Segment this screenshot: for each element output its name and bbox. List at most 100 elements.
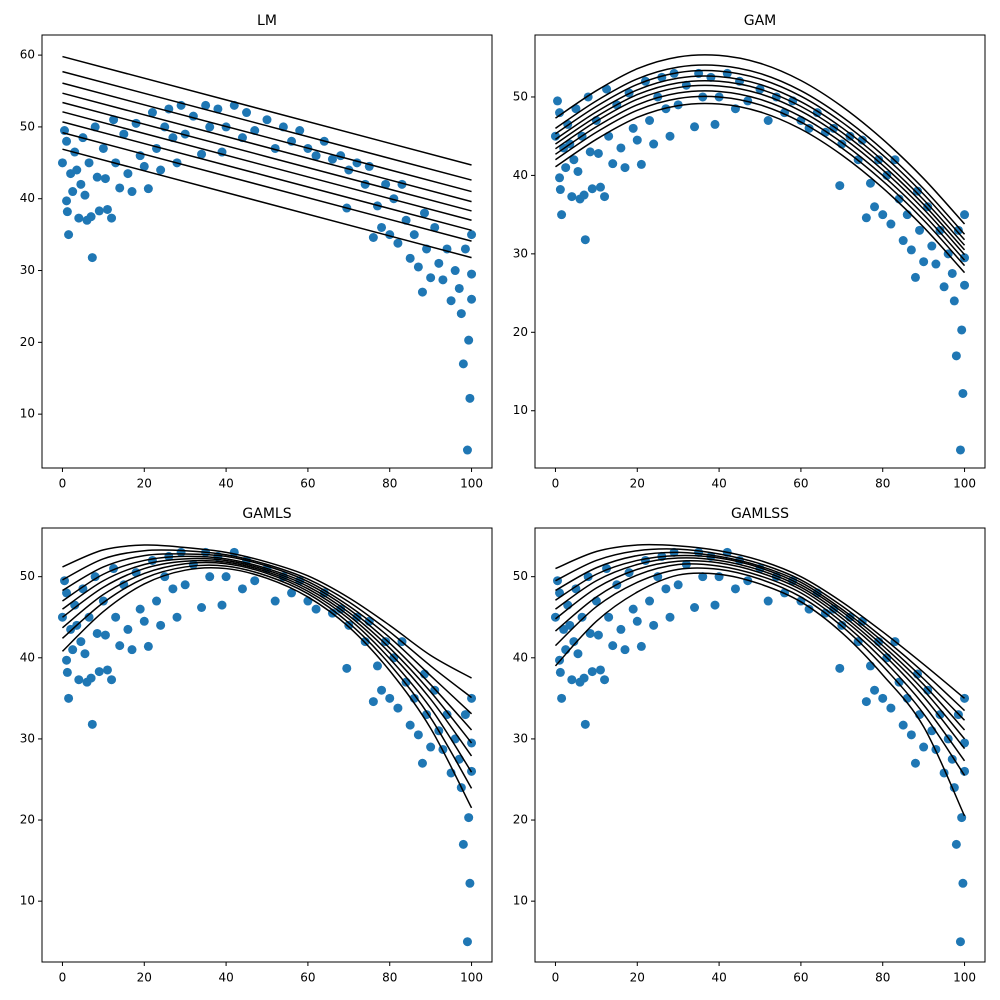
quantile-line bbox=[62, 544, 472, 679]
scatter-point bbox=[555, 173, 565, 183]
y-tick-label: 10 bbox=[20, 894, 35, 908]
scatter-point bbox=[835, 663, 845, 673]
scatter-point bbox=[467, 269, 477, 279]
scatter-point bbox=[62, 588, 72, 598]
quantile-line bbox=[61, 564, 473, 789]
scatter-point bbox=[426, 273, 436, 283]
scatter-point bbox=[955, 445, 965, 455]
scatter-point bbox=[62, 196, 72, 206]
scatter-point bbox=[381, 637, 391, 647]
quantile-line bbox=[554, 563, 966, 762]
scatter-point bbox=[62, 655, 72, 665]
quantile-line bbox=[62, 55, 472, 166]
scatter-point bbox=[553, 96, 562, 106]
scatter-point bbox=[616, 624, 626, 634]
scatter-point bbox=[92, 628, 102, 638]
subplot-title: GAM bbox=[744, 13, 777, 29]
y-tick-label: 10 bbox=[513, 894, 528, 908]
scatter-point bbox=[595, 665, 605, 675]
scatter-point bbox=[221, 572, 231, 582]
x-tick-label: 100 bbox=[460, 477, 483, 491]
scatter-point bbox=[628, 123, 638, 133]
scatter-point bbox=[600, 192, 610, 202]
scatter-point bbox=[344, 620, 354, 630]
x-tick-label: 20 bbox=[137, 477, 152, 491]
scatter-point bbox=[865, 178, 875, 188]
quantile-line bbox=[555, 548, 966, 712]
scatter-point bbox=[115, 641, 125, 651]
subplot: 0 20 40 60 80 100 10 20 30 40 50 GAMLS bbox=[20, 506, 493, 985]
y-tick-label: 40 bbox=[20, 650, 35, 664]
scatter-point bbox=[665, 612, 675, 622]
scatter-point bbox=[62, 207, 72, 217]
scatter-point bbox=[919, 257, 929, 267]
scatter-point bbox=[172, 612, 182, 622]
quantile-line bbox=[555, 84, 966, 256]
scatter-point bbox=[123, 169, 133, 179]
scatter-point bbox=[168, 584, 178, 594]
scatter-point bbox=[464, 813, 474, 823]
scatter-point bbox=[608, 159, 618, 169]
x-tick-label: 0 bbox=[59, 971, 67, 985]
y-tick-label: 20 bbox=[20, 813, 35, 827]
quantile-line bbox=[62, 555, 473, 731]
x-tick-label: 20 bbox=[137, 971, 152, 985]
scatter-point bbox=[464, 335, 474, 345]
scatter-point bbox=[107, 213, 117, 223]
scatter-point bbox=[111, 612, 121, 622]
x-tick-label: 0 bbox=[59, 477, 67, 491]
scatter-point bbox=[127, 187, 137, 197]
scatter-point bbox=[76, 179, 86, 189]
x-tick-label: 100 bbox=[953, 477, 976, 491]
scatter-point bbox=[557, 693, 567, 703]
scatter-point bbox=[632, 135, 642, 145]
scatter-point bbox=[649, 139, 659, 149]
quantile-line bbox=[555, 75, 966, 246]
scatter-point bbox=[372, 661, 382, 671]
scatter-point bbox=[78, 584, 88, 594]
quantile-line bbox=[555, 102, 966, 274]
scatter-point bbox=[587, 667, 597, 677]
scatter-point bbox=[898, 720, 908, 730]
scatter-point bbox=[698, 572, 708, 582]
scatter-point bbox=[413, 730, 423, 740]
scatter-point bbox=[74, 675, 84, 685]
scatter-point bbox=[555, 108, 565, 118]
quantile-line bbox=[62, 549, 473, 699]
y-tick-label: 20 bbox=[513, 325, 528, 339]
y-tick-label: 30 bbox=[20, 263, 35, 277]
x-tick-label: 40 bbox=[218, 477, 233, 491]
y-tick-label: 30 bbox=[513, 246, 528, 260]
scatter-point bbox=[579, 190, 589, 200]
quantile-line bbox=[555, 560, 966, 750]
scatter-point bbox=[632, 616, 642, 626]
scatter-point bbox=[86, 673, 96, 683]
y-tick-label: 50 bbox=[20, 569, 35, 583]
scatter-point bbox=[205, 572, 215, 582]
scatter-point bbox=[571, 584, 581, 594]
scatter-point bbox=[64, 693, 74, 703]
scatter-point bbox=[465, 393, 475, 403]
x-tick-label: 60 bbox=[300, 971, 315, 985]
scatter-point bbox=[957, 813, 967, 823]
scatter-point bbox=[86, 212, 96, 222]
subplot: 0 20 40 60 80 100 10 20 30 40 50 GAM bbox=[513, 13, 986, 491]
axes-frame bbox=[534, 527, 986, 963]
quantile-line bbox=[62, 557, 473, 744]
subplot-title: LM bbox=[257, 13, 277, 29]
scatter-point bbox=[405, 253, 415, 263]
scatter-point bbox=[939, 282, 949, 292]
scatter-point bbox=[467, 294, 477, 304]
scatter-point bbox=[295, 126, 305, 136]
scatter-point bbox=[217, 600, 227, 610]
scatter-point bbox=[84, 612, 94, 622]
scatter-point bbox=[205, 122, 215, 132]
scatter-point bbox=[919, 742, 929, 752]
scatter-point bbox=[595, 182, 605, 192]
scatter-point bbox=[878, 210, 888, 220]
scatter-point bbox=[377, 222, 387, 232]
x-tick-label: 40 bbox=[711, 971, 726, 985]
scatter-point bbox=[958, 388, 968, 398]
subplot-title: GAMLSS bbox=[731, 506, 789, 522]
